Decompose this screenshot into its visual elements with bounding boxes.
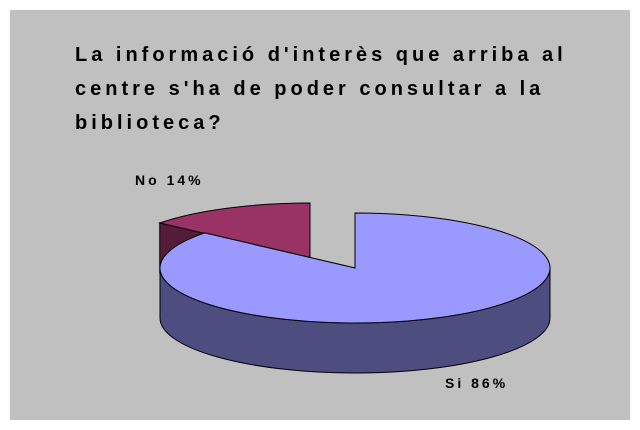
slice-top (157, 202, 311, 259)
value-label: 86% (471, 375, 508, 391)
data-label: Si 86% (445, 375, 508, 391)
value-label: 14% (167, 172, 204, 188)
chart-title: La informació d'interès que arriba al ce… (75, 44, 567, 134)
slice-top (159, 212, 551, 324)
pie-slice (159, 212, 551, 374)
category-label: Si (445, 375, 464, 391)
category-label: No (135, 172, 160, 188)
data-label: No 14% (135, 172, 204, 188)
